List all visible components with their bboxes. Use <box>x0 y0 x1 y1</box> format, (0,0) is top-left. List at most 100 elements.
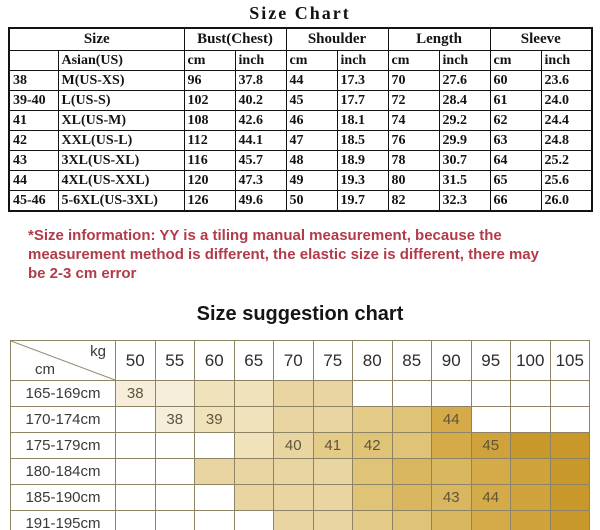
size-chart-cell: 17.3 <box>336 70 389 91</box>
size-chart-cell: XL(US-M) <box>57 110 185 131</box>
size-band-cell <box>194 510 235 530</box>
size-chart-cell: 42 <box>8 130 59 151</box>
size-band-cell <box>154 458 195 485</box>
suggestion-row: 165-169cm 38 <box>10 380 590 407</box>
size-band-cell <box>194 432 235 459</box>
size-chart-cell: 5-6XL(US-3XL) <box>57 190 185 212</box>
size-band-cell <box>312 380 353 407</box>
size-chart-cell: 4XL(US-XXL) <box>57 170 185 191</box>
size-chart-cell: 46 <box>285 110 338 131</box>
size-chart-cell: 74 <box>387 110 440 131</box>
size-chart-subheader: cm <box>285 50 338 71</box>
size-chart-cell: 23.6 <box>540 70 593 91</box>
suggestion-row: 180-184cm <box>10 458 590 485</box>
size-band-cell <box>549 432 590 459</box>
size-chart-cell: 80 <box>387 170 440 191</box>
size-chart-cell: 27.6 <box>438 70 491 91</box>
size-chart-subheader: cm <box>489 50 542 71</box>
size-chart-cell: 116 <box>183 150 236 171</box>
size-band-cell <box>273 484 314 511</box>
size-chart-cell: 30.7 <box>438 150 491 171</box>
suggestion-row: 185-190cm 43 44 <box>10 484 590 511</box>
size-band-cell <box>510 484 551 511</box>
weight-header: 90 <box>431 340 472 381</box>
size-band-cell <box>154 484 195 511</box>
size-band-cell: 42 <box>352 432 393 459</box>
size-band-cell <box>391 484 432 511</box>
size-band-cell <box>549 380 590 407</box>
size-chart-cell: L(US-S) <box>57 90 185 111</box>
size-band-cell <box>470 510 511 530</box>
suggestion-header-row: kg cm 50 55 60 65 70 75 80 85 90 95 100 105 <box>10 340 590 381</box>
size-band-cell <box>470 406 511 433</box>
size-chart-cell: 49.6 <box>234 190 287 212</box>
size-band-cell <box>352 510 393 530</box>
size-chart-cell: 3XL(US-XL) <box>57 150 185 171</box>
size-chart-subheader: Asian(US) <box>57 50 185 71</box>
size-chart-cell: 19.7 <box>336 190 389 212</box>
size-band-cell <box>273 458 314 485</box>
size-chart-row: 41 XL(US-M) 108 42.6 46 18.1 74 29.2 62 24.4 <box>8 110 593 131</box>
weight-header: 50 <box>115 340 156 381</box>
size-chart-cell: 49 <box>285 170 338 191</box>
size-chart-subheader: inch <box>336 50 389 71</box>
height-label: 170-174cm <box>10 406 116 433</box>
suggestion-row: 170-174cm 38 39 44 <box>10 406 590 433</box>
size-chart-cell: 45-46 <box>8 190 59 212</box>
size-band-cell <box>510 458 551 485</box>
size-chart-cell: 25.6 <box>540 170 593 191</box>
size-chart-cell: 32.3 <box>438 190 491 212</box>
size-band-cell <box>391 458 432 485</box>
size-band-cell <box>115 484 156 511</box>
size-chart-cell: 44 <box>285 70 338 91</box>
size-chart-cell: 18.1 <box>336 110 389 131</box>
size-chart-cell: 24.8 <box>540 130 593 151</box>
size-chart-cell: 61 <box>489 90 542 111</box>
size-chart-cell: 72 <box>387 90 440 111</box>
weight-header: 100 <box>510 340 551 381</box>
size-chart-cell: 18.9 <box>336 150 389 171</box>
size-chart-cell: 70 <box>387 70 440 91</box>
size-chart-cell: 126 <box>183 190 236 212</box>
size-chart-cell: 120 <box>183 170 236 191</box>
size-chart-row: 43 3XL(US-XL) 116 45.7 48 18.9 78 30.7 64 25.2 <box>8 150 593 171</box>
weight-header: 85 <box>391 340 432 381</box>
size-band-cell: 38 <box>115 380 156 407</box>
size-band-cell <box>510 510 551 530</box>
size-band-cell <box>510 432 551 459</box>
size-chart-subheader: cm <box>387 50 440 71</box>
size-chart-group-header: Size <box>8 27 185 51</box>
size-band-cell <box>312 484 353 511</box>
weight-header: 55 <box>154 340 195 381</box>
size-chart-cell: 43 <box>8 150 59 171</box>
size-band-cell <box>115 432 156 459</box>
size-band-cell <box>510 380 551 407</box>
size-band-cell <box>115 510 156 530</box>
size-chart-group-row: Size Bust(Chest) Shoulder Length Sleeve <box>8 27 593 51</box>
size-chart-cell: 26.0 <box>540 190 593 212</box>
weight-header: 105 <box>549 340 590 381</box>
size-chart-cell: 28.4 <box>438 90 491 111</box>
size-chart-cell: 82 <box>387 190 440 212</box>
size-chart-cell: 45 <box>285 90 338 111</box>
size-band-cell <box>233 510 274 530</box>
size-band-cell: 41 <box>312 432 353 459</box>
weight-header: 95 <box>470 340 511 381</box>
size-chart-group-header: Bust(Chest) <box>183 27 287 51</box>
suggestion-row: 191-195cm <box>10 510 590 530</box>
size-chart-cell: 31.5 <box>438 170 491 191</box>
size-chart-group-header: Shoulder <box>285 27 389 51</box>
size-suggestion-title: Size suggestion chart <box>196 303 404 325</box>
size-chart-row: 42 XXL(US-L) 112 44.1 47 18.5 76 29.9 63 24.8 <box>8 130 593 151</box>
size-band-cell <box>154 380 195 407</box>
size-band-cell <box>194 380 235 407</box>
size-suggestion-table: kg cm 50 55 60 65 70 75 80 85 90 95 100 105 165-169cm… <box>10 340 590 530</box>
size-band-cell <box>352 458 393 485</box>
size-band-cell <box>549 406 590 433</box>
size-band-cell <box>273 510 314 530</box>
size-chart-cell: 76 <box>387 130 440 151</box>
size-band-cell <box>391 510 432 530</box>
size-chart-cell: 63 <box>489 130 542 151</box>
size-chart-cell: 18.5 <box>336 130 389 151</box>
size-band-cell <box>431 510 472 530</box>
